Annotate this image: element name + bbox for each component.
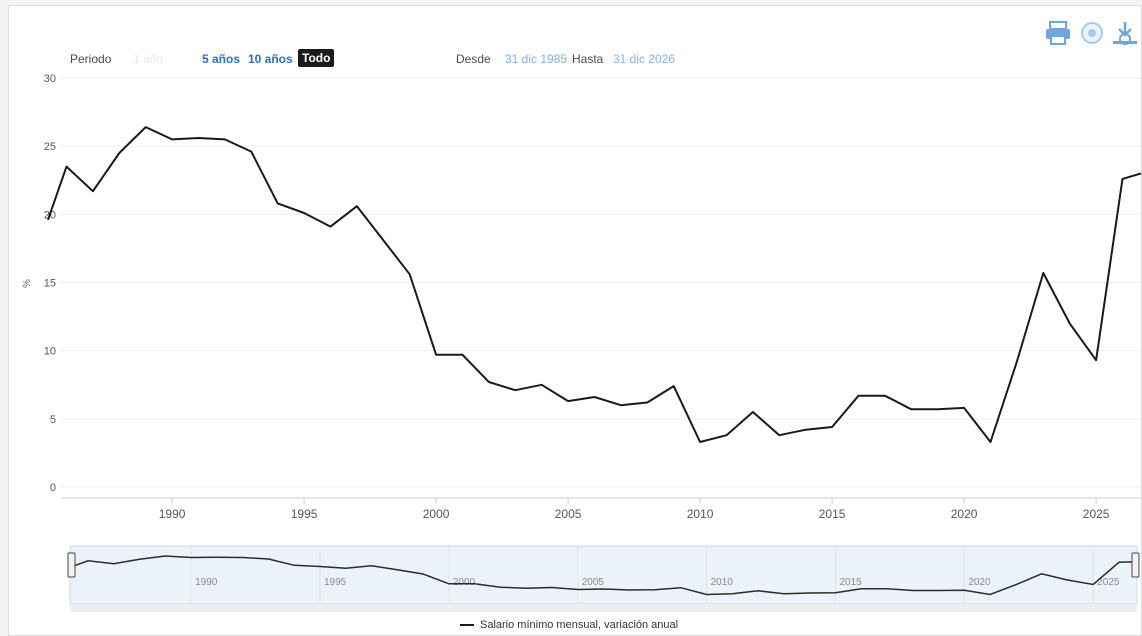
data-point[interactable] [196,136,200,140]
data-point[interactable] [1121,177,1125,181]
download-icon[interactable] [1110,20,1140,46]
data-point[interactable] [434,353,438,357]
data-point[interactable] [909,407,913,411]
y-axis-label: % [22,279,33,288]
data-point[interactable] [725,433,729,437]
x-tick-label: 2010 [687,507,714,521]
navigator-tick-label: 1990 [195,577,218,588]
data-point[interactable] [751,410,755,414]
data-point[interactable] [857,394,861,398]
legend-label: Salario mínimo mensual, variación anual [480,619,679,631]
y-tick-label: 10 [44,346,56,358]
series-line-salario-minimo[interactable] [47,126,1142,443]
to-date-input[interactable] [613,51,677,67]
data-point[interactable] [381,238,385,242]
x-tick-label: 1990 [159,507,186,521]
y-tick-label: 0 [50,482,56,494]
data-point[interactable] [513,388,517,392]
data-point[interactable] [91,189,95,193]
image-icon[interactable] [1078,20,1108,46]
data-point[interactable] [593,395,597,399]
navigator-series-line [69,555,1138,596]
range-button-10y[interactable]: 10 años [248,52,293,66]
x-tick-label: 1995 [291,507,318,521]
navigator-tick-label: 2020 [968,577,991,588]
navigator-tick-label: 1995 [324,577,347,588]
data-point[interactable] [1041,271,1045,275]
chart-container [8,5,1142,636]
data-point[interactable] [223,137,227,141]
data-point[interactable] [355,204,359,208]
data-point[interactable] [1068,321,1072,325]
data-point[interactable] [460,353,464,357]
data-point[interactable] [962,406,966,410]
data-point[interactable] [249,150,253,154]
data-point[interactable] [936,407,940,411]
data-point[interactable] [619,403,623,407]
data-point[interactable] [804,428,808,432]
navigator-tick-label: 2015 [839,577,862,588]
range-selector: Periodo 1 año 5 años 10 años Todo Desde … [0,48,1142,70]
y-tick-label: 30 [44,73,56,85]
data-point[interactable] [883,394,887,398]
export-icons [1044,20,1142,46]
range-button-all[interactable]: Todo [298,49,335,67]
data-point[interactable] [777,433,781,437]
from-date-input[interactable] [505,51,569,67]
data-point[interactable] [302,211,306,215]
data-point[interactable] [144,125,148,129]
data-point[interactable] [117,151,121,155]
print-icon[interactable] [1044,20,1074,46]
navigator-tick-label: 2010 [711,577,734,588]
data-point[interactable] [276,201,280,205]
data-point[interactable] [328,225,332,229]
y-tick-label: 5 [50,414,56,426]
navigator-handle-left[interactable] [67,552,76,578]
navigator-handle-right[interactable] [1131,552,1140,578]
range-button-1y[interactable]: 1 año [133,52,164,66]
range-button-5y[interactable]: 5 años [202,52,241,66]
legend-swatch [460,624,474,626]
data-point[interactable] [64,165,68,169]
data-point[interactable] [698,440,702,444]
data-point[interactable] [540,383,544,387]
navigator[interactable]: 1990 1995 2000 2005 2010 2015 2020 2025 [67,545,1140,612]
y-tick-label: 15 [44,278,56,290]
navigator-tick-label: 2000 [453,577,476,588]
data-point[interactable] [830,425,834,429]
x-tick-label: 2020 [951,507,978,521]
x-tick-label: 2000 [423,507,450,521]
from-label: Desde [456,52,491,66]
navigator-scrollbar[interactable] [70,604,1137,612]
data-point[interactable] [672,384,676,388]
period-label: Periodo [70,52,112,66]
y-tick-label: 25 [44,141,56,153]
navigator-window[interactable] [69,545,1138,605]
x-axis-ticks: 1990 1995 2000 2005 2010 2015 2020 2025 [62,497,1141,521]
data-point[interactable] [645,400,649,404]
data-point[interactable] [566,399,570,403]
series-points [46,125,1142,444]
x-tick-label: 2015 [819,507,846,521]
data-point[interactable] [408,272,412,276]
navigator-tick-label: 2025 [1097,577,1120,588]
legend-item[interactable]: Salario mínimo mensual, variación anual [460,619,678,631]
data-point[interactable] [1094,358,1098,362]
navigator-tick-label: 2005 [582,577,605,588]
data-point[interactable] [989,440,993,444]
data-point[interactable] [170,137,174,141]
data-point[interactable] [487,380,491,384]
x-tick-label: 2005 [555,507,582,521]
data-point[interactable] [46,218,50,222]
x-tick-label: 2025 [1083,507,1110,521]
data-point[interactable] [1015,360,1019,364]
to-label: Hasta [572,52,604,66]
